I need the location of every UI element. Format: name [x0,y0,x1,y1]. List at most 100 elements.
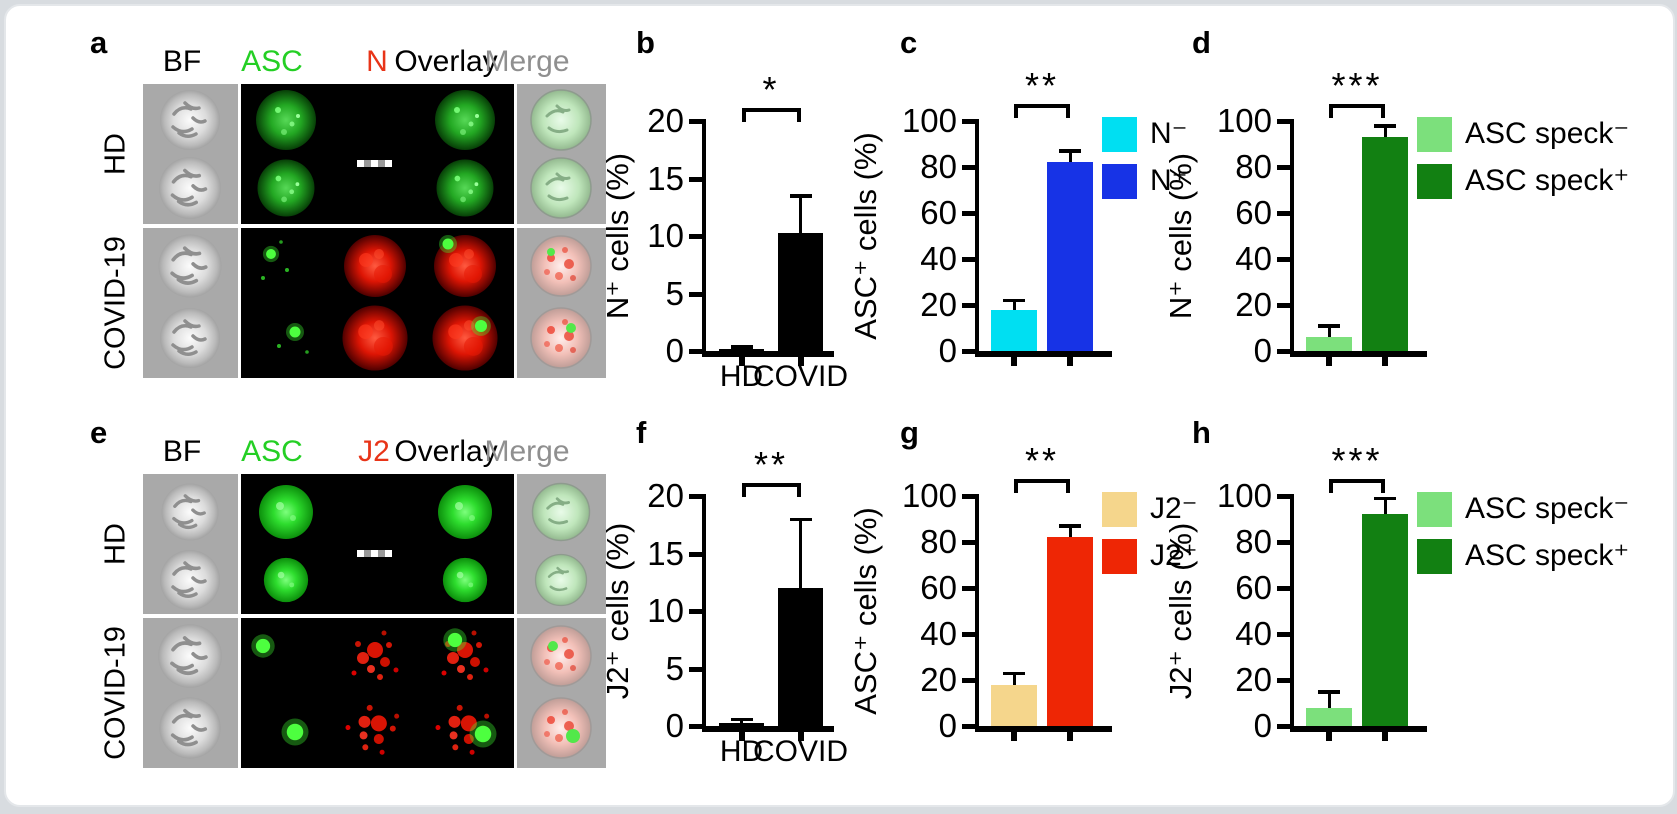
x-axis [702,726,834,732]
chart-b: 0 5 10 15 20 HD COVID * N⁺ cells (%) [596,72,1056,436]
bar-J2⁺ [1047,537,1093,726]
y-tick [689,119,702,124]
y-axis-label: J2⁺ cells (%) [600,522,635,700]
error-bar-line [799,519,802,588]
y-tick [1277,632,1290,637]
y-axis [702,119,706,357]
error-bar-line [1383,498,1387,515]
y-tick [962,678,975,683]
y-tick [689,349,702,354]
x-axis [1290,351,1427,357]
x-tick [1011,357,1017,366]
chart-d: 0 20 40 60 80 100 *** ASC speck⁻ ASC speck⁺ N⁺ ce… [1151,68,1629,436]
sig-bracket-end [1066,479,1070,493]
error-bar-cap [1374,124,1396,128]
bar-N⁻ [991,309,1037,351]
x-tick [1326,732,1332,741]
y-tick-label: 20 [647,102,684,139]
y-tick-label: 20 [1235,286,1272,323]
chart-f: 0 5 10 15 20 HD COVID ** J2⁺ cells (%) [596,447,1056,811]
significance-stars: ** [1024,65,1060,106]
y-tick [1277,303,1290,308]
y-tick-label: 0 [938,332,957,369]
x-tick [1382,732,1388,741]
y-axis [1290,119,1294,357]
y-tick-label: 0 [938,707,957,744]
y-tick [962,632,975,637]
y-tick-label: 100 [901,102,957,139]
legend-label: ASC speck⁺ [1465,164,1630,197]
error-bar-line [1012,300,1016,310]
x-axis [975,351,1112,357]
y-tick [689,176,702,182]
sig-bracket [1014,479,1070,483]
y-axis-label: N⁺ cells (%) [600,152,635,320]
y-tick [689,494,702,499]
x-tick [738,357,745,366]
y-tick-label: 80 [1235,523,1272,560]
y-tick [1277,119,1290,124]
y-tick [962,540,975,545]
error-bar-line [1068,525,1072,538]
y-tick [1277,349,1290,354]
sig-bracket-end [741,483,746,497]
y-tick [1277,494,1290,499]
sig-bracket-end [796,108,801,122]
y-tick-label: 0 [1253,707,1272,744]
column-header-merge: Merge [484,45,570,78]
bar-ASC speck⁺ [1362,137,1408,351]
asc-channel-cells [256,90,316,354]
column-header-overlay: Overlay [394,45,498,78]
y-tick [962,211,975,216]
bar-N⁺ [1047,162,1093,351]
column-header-overlay: Overlay [394,435,498,468]
y-tick-label: 15 [647,159,684,197]
fluorescence-block-covid [241,618,514,768]
column-header-asc: ASC [241,45,303,78]
y-tick [689,609,702,614]
error-bar-cap [1059,524,1081,528]
error-bar-cap [1374,496,1396,501]
sig-bracket [1014,104,1070,108]
legend-label: N⁻ [1150,117,1188,150]
x-tick [1382,357,1388,366]
error-bar-cap [1318,324,1340,328]
legend-label: ASC speck⁻ [1465,117,1630,150]
y-tick [962,257,975,262]
bar-ASC speck⁻ [1306,707,1352,726]
panel-e-image-grid [143,474,606,768]
error-bar-cap [1059,149,1081,153]
y-axis [702,494,706,732]
y-tick [962,724,975,729]
y-tick-label: 40 [1235,615,1272,652]
sig-bracket [741,483,801,487]
sig-bracket-end [741,108,746,122]
x-tick [797,732,804,741]
y-tick-label: 80 [1235,148,1272,185]
x-axis [1290,726,1427,732]
sig-bracket [1329,479,1385,483]
y-tick [689,724,702,729]
significance-stars: ** [753,444,789,485]
legend-swatch [1417,492,1452,527]
column-header-bf: BF [162,45,202,78]
y-axis-label: ASC⁺ cells (%) [848,132,883,340]
bar-ASC speck⁻ [1306,337,1352,351]
panel-letter-f: f [636,415,647,450]
row-label-covid: COVID-19 [99,236,132,370]
y-tick [1277,586,1290,591]
sig-bracket-end [796,483,801,497]
significance-stars: *** [1331,440,1383,481]
legend-swatch [1102,117,1137,152]
bar-HD [719,349,764,351]
sig-bracket-end [1329,479,1333,493]
column-header-bf: BF [162,435,202,468]
x-tick [1326,357,1332,366]
error-bar-line [1012,673,1016,685]
y-axis-label: N⁺ cells (%) [1163,152,1198,320]
error-bar-cap [789,194,812,198]
chart-h: 0 20 40 60 80 100 *** ASC speck⁻ ASC speck⁺ J2⁺ c… [1151,443,1629,811]
y-axis-label: ASC⁺ cells (%) [848,507,883,715]
bar-ASC speck⁺ [1362,514,1408,726]
bar-COVID [778,588,823,726]
